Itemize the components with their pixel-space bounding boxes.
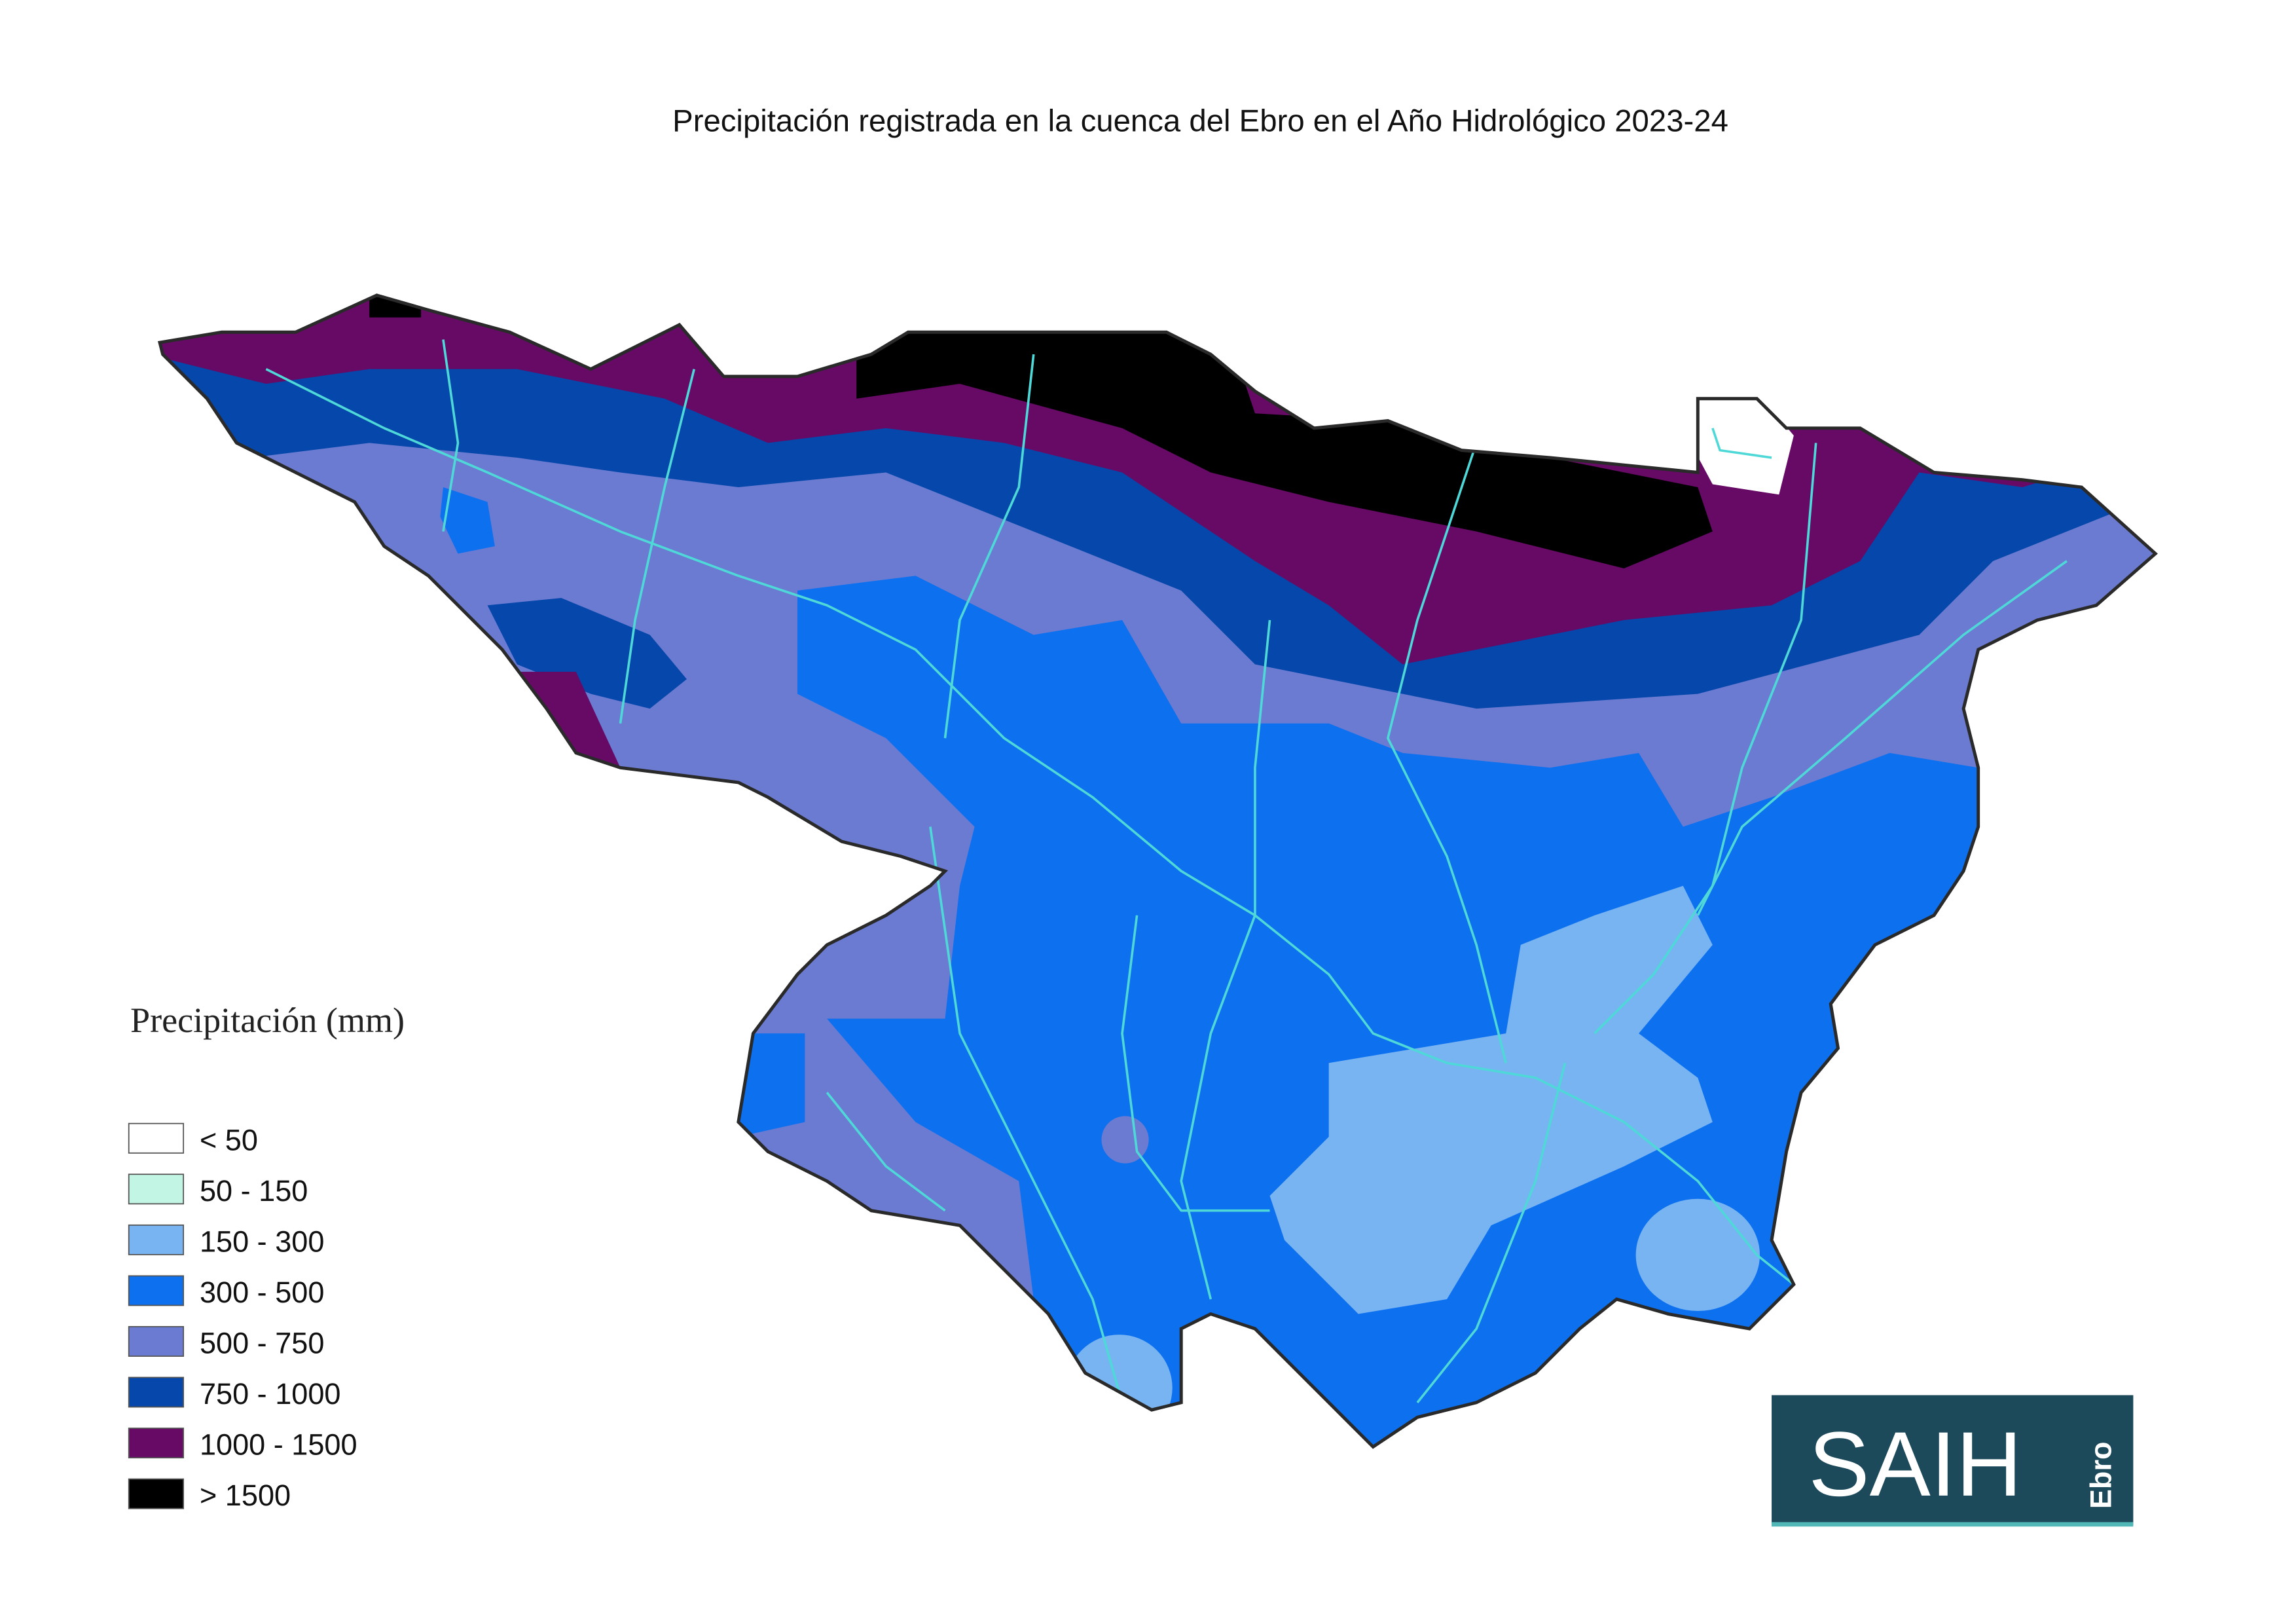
legend-label: 1000 - 1500	[200, 1428, 357, 1462]
zone-300-500	[440, 487, 495, 554]
map-title: Precipitación registrada en la cuenca de…	[672, 104, 1728, 139]
zone-300-500	[723, 1033, 805, 1137]
river	[1594, 443, 1817, 1035]
legend-swatch	[128, 1326, 185, 1357]
river	[826, 1092, 946, 1212]
river	[1711, 428, 1772, 459]
zone-150-300	[1269, 885, 1713, 1314]
legend-label: 750 - 1000	[200, 1377, 341, 1411]
legend-label: 150 - 300	[200, 1225, 324, 1258]
logo-box	[1772, 1395, 2134, 1525]
logo-text: SAIH	[1808, 1412, 2022, 1515]
river	[929, 826, 1123, 1403]
rivers	[265, 339, 2068, 1403]
zone-1000-1500	[517, 671, 621, 768]
logo-underline	[1772, 1522, 2134, 1527]
legend-label: < 50	[200, 1123, 258, 1156]
legend: < 50 50 - 150 150 - 300 300 - 500 500 - 750 7…	[128, 1122, 357, 1512]
zone-150-300	[1635, 1198, 1760, 1312]
zone-under-50	[1683, 384, 1794, 495]
zone-over-1500	[856, 295, 1713, 568]
river	[442, 339, 460, 532]
legend-swatch	[128, 1428, 185, 1459]
legend-title: Precipitación (mm)	[130, 1001, 405, 1040]
legend-swatch	[128, 1224, 185, 1255]
legend-swatch	[128, 1478, 185, 1509]
river	[1696, 560, 2068, 916]
zone-750-1000	[487, 598, 687, 709]
river	[1387, 442, 1507, 1063]
zone-150-300	[1066, 1335, 1173, 1441]
river	[1180, 619, 1271, 1300]
legend-swatch	[128, 1173, 185, 1205]
river	[265, 368, 1795, 1285]
legend-label: 50 - 150	[200, 1174, 308, 1208]
logo: SAIH Ebro	[1772, 1395, 2134, 1527]
legend-swatch	[128, 1275, 185, 1306]
river	[943, 354, 1035, 739]
legend-label: 500 - 750	[200, 1327, 324, 1360]
river	[619, 369, 695, 724]
river	[1416, 1062, 1567, 1403]
logo-subtext: Ebro	[2085, 1441, 2118, 1509]
legend-label: 300 - 500	[200, 1276, 324, 1309]
legend-label: > 1500	[200, 1479, 291, 1512]
legend-swatch	[128, 1122, 185, 1154]
river	[1121, 915, 1270, 1212]
legend-swatch	[128, 1376, 185, 1408]
